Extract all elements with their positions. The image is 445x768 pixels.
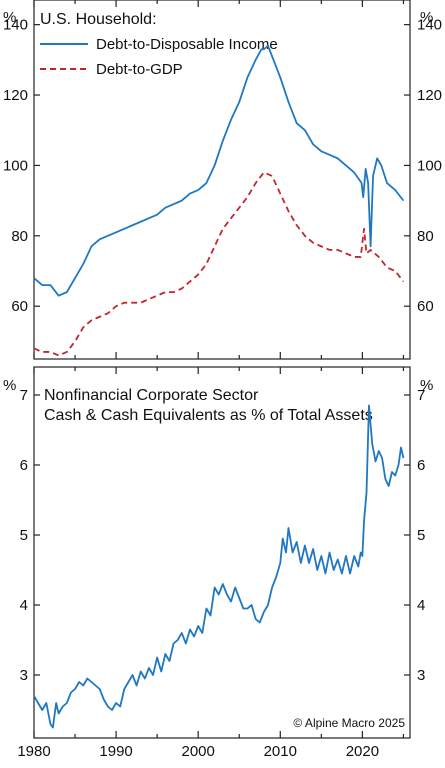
panel-1-ytick-label-left: 6 (20, 457, 28, 474)
panel-0-ytick-label-right: 80 (417, 228, 434, 245)
xtick-label-2010: 2010 (264, 743, 297, 760)
legend-label-debt-to-disposable-income: Debt-to-Disposable Income (96, 36, 278, 53)
panel-0-ytick-label-left: 100 (3, 157, 28, 174)
bottom-chart-subtitle: Cash & Cash Equivalents as % of Total As… (44, 407, 373, 424)
top-y-unit-right: % (420, 9, 433, 26)
panel-1-ytick-label-left: 5 (20, 527, 28, 544)
bottom-y-unit-right: % (420, 377, 433, 394)
legend-label-debt-to-gdp: Debt-to-GDP (96, 61, 183, 78)
panel-1-ytick-label-right: 4 (417, 597, 425, 614)
xtick-label-1980: 1980 (17, 743, 50, 760)
series-line-debt-to-disposable-income (33, 44, 405, 297)
series-line-debt-to-gdp (33, 171, 405, 357)
panel-0-ytick-label-left: 120 (3, 87, 28, 104)
xtick-label-1990: 1990 (99, 743, 132, 760)
chart-credit: © Alpine Macro 2025 (293, 716, 405, 730)
panel-0-ytick-label-right: 100 (417, 157, 442, 174)
panel-1-ytick-label-left: 3 (20, 667, 28, 684)
series-line-cash-ratio (33, 404, 405, 729)
panel-0-ytick-label-left: 60 (11, 298, 28, 315)
panel-0-ytick-label-left: 80 (11, 228, 28, 245)
panel-0-ytick-label-left: 140 (3, 17, 28, 34)
top-chart-title: U.S. Household: (40, 11, 157, 28)
panel-0-ytick-label-right: 120 (417, 87, 442, 104)
panel-1-ytick-label-right: 5 (417, 527, 425, 544)
bottom-y-unit-left: % (3, 377, 16, 394)
bottom-chart-title: Nonfinancial Corporate Sector (44, 387, 259, 404)
panel-0-frame (33, 0, 411, 360)
panel-1-ytick-label-left: 4 (20, 597, 28, 614)
panel-0-ytick-label-right: 60 (417, 298, 434, 315)
chart-marks: 60 60 80 80 100 100 120 120 140 140 3 3 4 4 5 5 6 6 7 7 1980… (3, 0, 442, 760)
panel-1-ytick-label-right: 3 (417, 667, 425, 684)
panel-0-ytick-label-right: 140 (417, 17, 442, 34)
xtick-label-2000: 2000 (182, 743, 215, 760)
top-y-unit-left: % (3, 9, 16, 26)
panel-1-ytick-label-right: 7 (417, 387, 425, 404)
panel-1-ytick-label-left: 7 (20, 387, 28, 404)
xtick-label-2020: 2020 (346, 743, 379, 760)
panel-1-ytick-label-right: 6 (417, 457, 425, 474)
panel-1-frame (33, 366, 411, 739)
